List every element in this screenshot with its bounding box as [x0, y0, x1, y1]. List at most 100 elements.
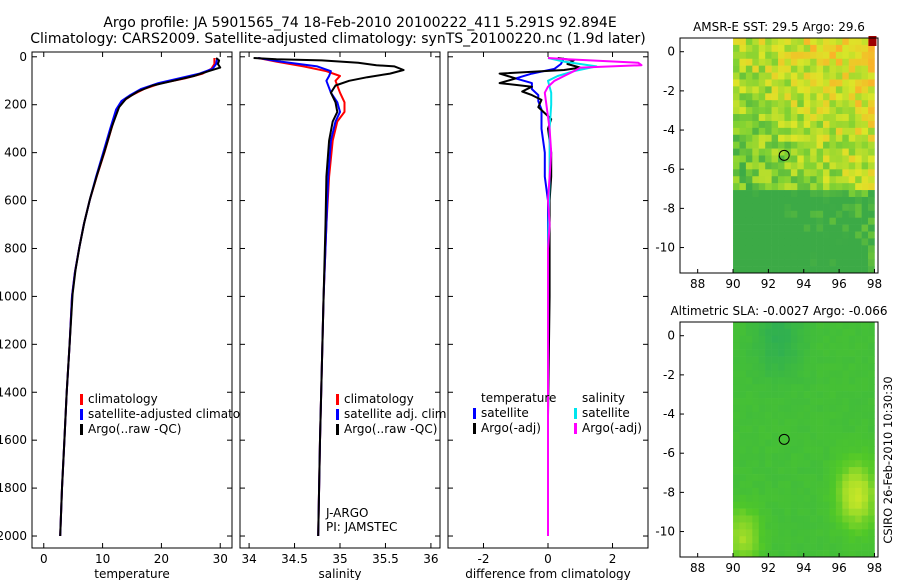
- sla_map-cell: [861, 377, 869, 385]
- sla_map-cell: [790, 322, 798, 330]
- salinity-xtick-label: 34: [241, 552, 256, 566]
- sst_map-cell: [778, 266, 785, 274]
- sla_map-cell: [784, 536, 792, 544]
- sst_map-cell: [829, 65, 837, 73]
- sst_map-cell: [758, 217, 766, 225]
- sla_map-cell: [848, 439, 856, 447]
- sla_map-argo-position-marker: [778, 433, 790, 445]
- sst_map-cell: [778, 134, 785, 142]
- sst_map-cell: [803, 210, 811, 218]
- sst_map-cell: [861, 44, 869, 53]
- sla_map-cell: [778, 487, 785, 496]
- sst_map-cell: [829, 176, 837, 184]
- sla_map-cell: [848, 418, 856, 426]
- sla_map-cell: [797, 480, 805, 489]
- sst_map-cell: [823, 86, 830, 94]
- sla_map-cell: [752, 384, 760, 392]
- sst_map-cell: [739, 79, 747, 87]
- sla_map-cell: [733, 550, 740, 558]
- sst_map-cell: [835, 120, 843, 129]
- sla_map-cell: [842, 494, 850, 502]
- sst_map-cell: [784, 169, 792, 177]
- sla_map-cell: [810, 474, 817, 482]
- sst_map-cell: [829, 183, 837, 191]
- sst_map-cell: [797, 107, 805, 115]
- sst_map-cell: [868, 65, 875, 73]
- sla_map-cell: [733, 404, 740, 413]
- sst_map-cell: [823, 176, 830, 184]
- sst_map-cell: [835, 231, 843, 239]
- sla_map-cell: [855, 370, 862, 378]
- sla_map-cell: [790, 418, 798, 426]
- sst_map-cell: [771, 72, 779, 80]
- sla_map-cell: [739, 487, 747, 496]
- sst_map-cell: [733, 162, 740, 170]
- sst_map-cell: [765, 114, 772, 122]
- sla_map-cell: [733, 384, 740, 392]
- sla_map-cell: [733, 391, 740, 399]
- sla_map-cell: [797, 398, 805, 406]
- sst_map-cell: [797, 141, 805, 149]
- sla_map-cell: [868, 384, 875, 392]
- sst_map-cell: [803, 183, 811, 191]
- sst_map-cell: [771, 238, 779, 246]
- sla_map-cell: [810, 356, 817, 364]
- sst_map-xtick-label: 96: [831, 277, 846, 291]
- sla_map-cell: [784, 425, 792, 433]
- sst_map-cell: [803, 169, 811, 177]
- sla_map-cell: [861, 474, 869, 482]
- sst_map-cell: [842, 238, 850, 246]
- sst_map-cell: [803, 155, 811, 163]
- sla_map-cell: [829, 460, 837, 468]
- sla_map-cell: [797, 322, 805, 330]
- sla_map-cell: [765, 432, 772, 440]
- sst_map-cell: [745, 155, 753, 163]
- sst_map-cell: [733, 203, 740, 212]
- sla_map-cell: [758, 363, 766, 371]
- sst_map-cell: [829, 266, 837, 274]
- sla_map-cell: [784, 356, 792, 364]
- sla_map-cell: [861, 501, 869, 509]
- sla_map-cell: [778, 446, 785, 454]
- sla_map-xtick-label: 88: [690, 561, 705, 575]
- sla_map-cell: [848, 384, 856, 392]
- sst_map-cell: [810, 162, 817, 170]
- sst_map-cell: [752, 266, 760, 274]
- sla_map-cell: [823, 418, 830, 426]
- sst_map-cell: [829, 141, 837, 149]
- sst_map-cell: [752, 259, 760, 267]
- temperature-ytick-label: 600: [4, 194, 27, 208]
- sla_map-cell: [784, 342, 792, 350]
- sst_map-cell: [810, 120, 817, 129]
- sst_map-cell: [758, 93, 766, 101]
- sst_map-cell: [810, 93, 817, 101]
- sla_map-cell: [848, 474, 856, 482]
- sla_map-cell: [765, 342, 772, 350]
- sst_map-cell: [803, 114, 811, 122]
- sst_map-cell: [739, 114, 747, 122]
- sla_map-cell: [739, 529, 747, 537]
- sst_map-cell: [745, 266, 753, 274]
- sla_map-cell: [810, 494, 817, 502]
- sla_map-cell: [868, 453, 875, 461]
- sst_map-cell: [784, 217, 792, 225]
- sla_map-cell: [816, 446, 824, 454]
- sst_map-cell: [733, 245, 740, 253]
- sla_map-cell: [829, 356, 837, 364]
- sst_map-cell: [765, 196, 772, 205]
- sst_map-cell: [861, 183, 869, 191]
- sst_map-cell: [797, 238, 805, 246]
- sst_map-cell: [778, 238, 785, 246]
- sst_map-cell: [765, 245, 772, 253]
- sst_map-cell: [758, 51, 766, 60]
- sla_map-cell: [752, 418, 760, 426]
- sst_map-cell: [784, 38, 792, 46]
- sla_map-cell: [848, 425, 856, 433]
- sst_map-cell: [861, 238, 869, 246]
- sla_map-cell: [810, 342, 817, 350]
- sst_map-cell: [861, 107, 869, 115]
- sst_map-cell: [752, 190, 760, 198]
- sst_map-cell: [835, 224, 843, 232]
- salinity-xtick-label: 35.5: [372, 552, 399, 566]
- sst_map-cell: [829, 120, 837, 129]
